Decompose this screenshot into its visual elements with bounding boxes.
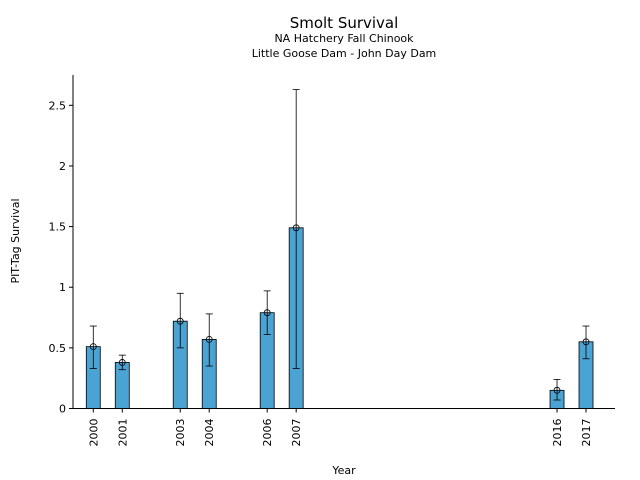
point-marker-2004 xyxy=(205,335,213,343)
y-axis-label: PIT-Tag Survival xyxy=(9,198,22,283)
point-marker-2016 xyxy=(553,386,561,394)
x-tick-label: 2004 xyxy=(203,419,216,447)
x-tick-label: 2007 xyxy=(290,419,303,447)
x-tick-label: 2000 xyxy=(87,419,100,447)
x-tick-label: 2017 xyxy=(580,419,593,447)
y-tick-label: 0.5 xyxy=(49,342,67,355)
x-tick-label: 2006 xyxy=(261,419,274,447)
point-marker-2007 xyxy=(292,224,300,232)
y-tick-label: 0 xyxy=(59,403,66,416)
chart-subtitle-line-1: NA Hatchery Fall Chinook xyxy=(274,32,414,45)
chart-subtitle-line-2: Little Goose Dam - John Day Dam xyxy=(252,47,437,60)
y-tick-label: 1 xyxy=(59,281,66,294)
x-tick-label: 2001 xyxy=(116,419,129,447)
x-tick-label: 2003 xyxy=(174,419,187,447)
point-marker-2017 xyxy=(582,338,590,346)
plot-area: 0 0.5 1 1.5 2 2.5 2000 2001 2003 2004 2006 2007 2016… xyxy=(49,89,594,447)
x-axis-label: Year xyxy=(331,464,356,477)
y-tick-label: 2.5 xyxy=(49,99,67,112)
y-tick-label: 2 xyxy=(59,160,66,173)
point-marker-2003 xyxy=(176,317,184,325)
point-marker-2006 xyxy=(263,309,271,317)
point-marker-2000 xyxy=(89,343,97,351)
point-marker-2001 xyxy=(118,359,126,366)
chart-title: Smolt Survival xyxy=(290,14,399,32)
x-tick-label: 2016 xyxy=(551,419,564,447)
y-tick-label: 1.5 xyxy=(49,221,67,234)
